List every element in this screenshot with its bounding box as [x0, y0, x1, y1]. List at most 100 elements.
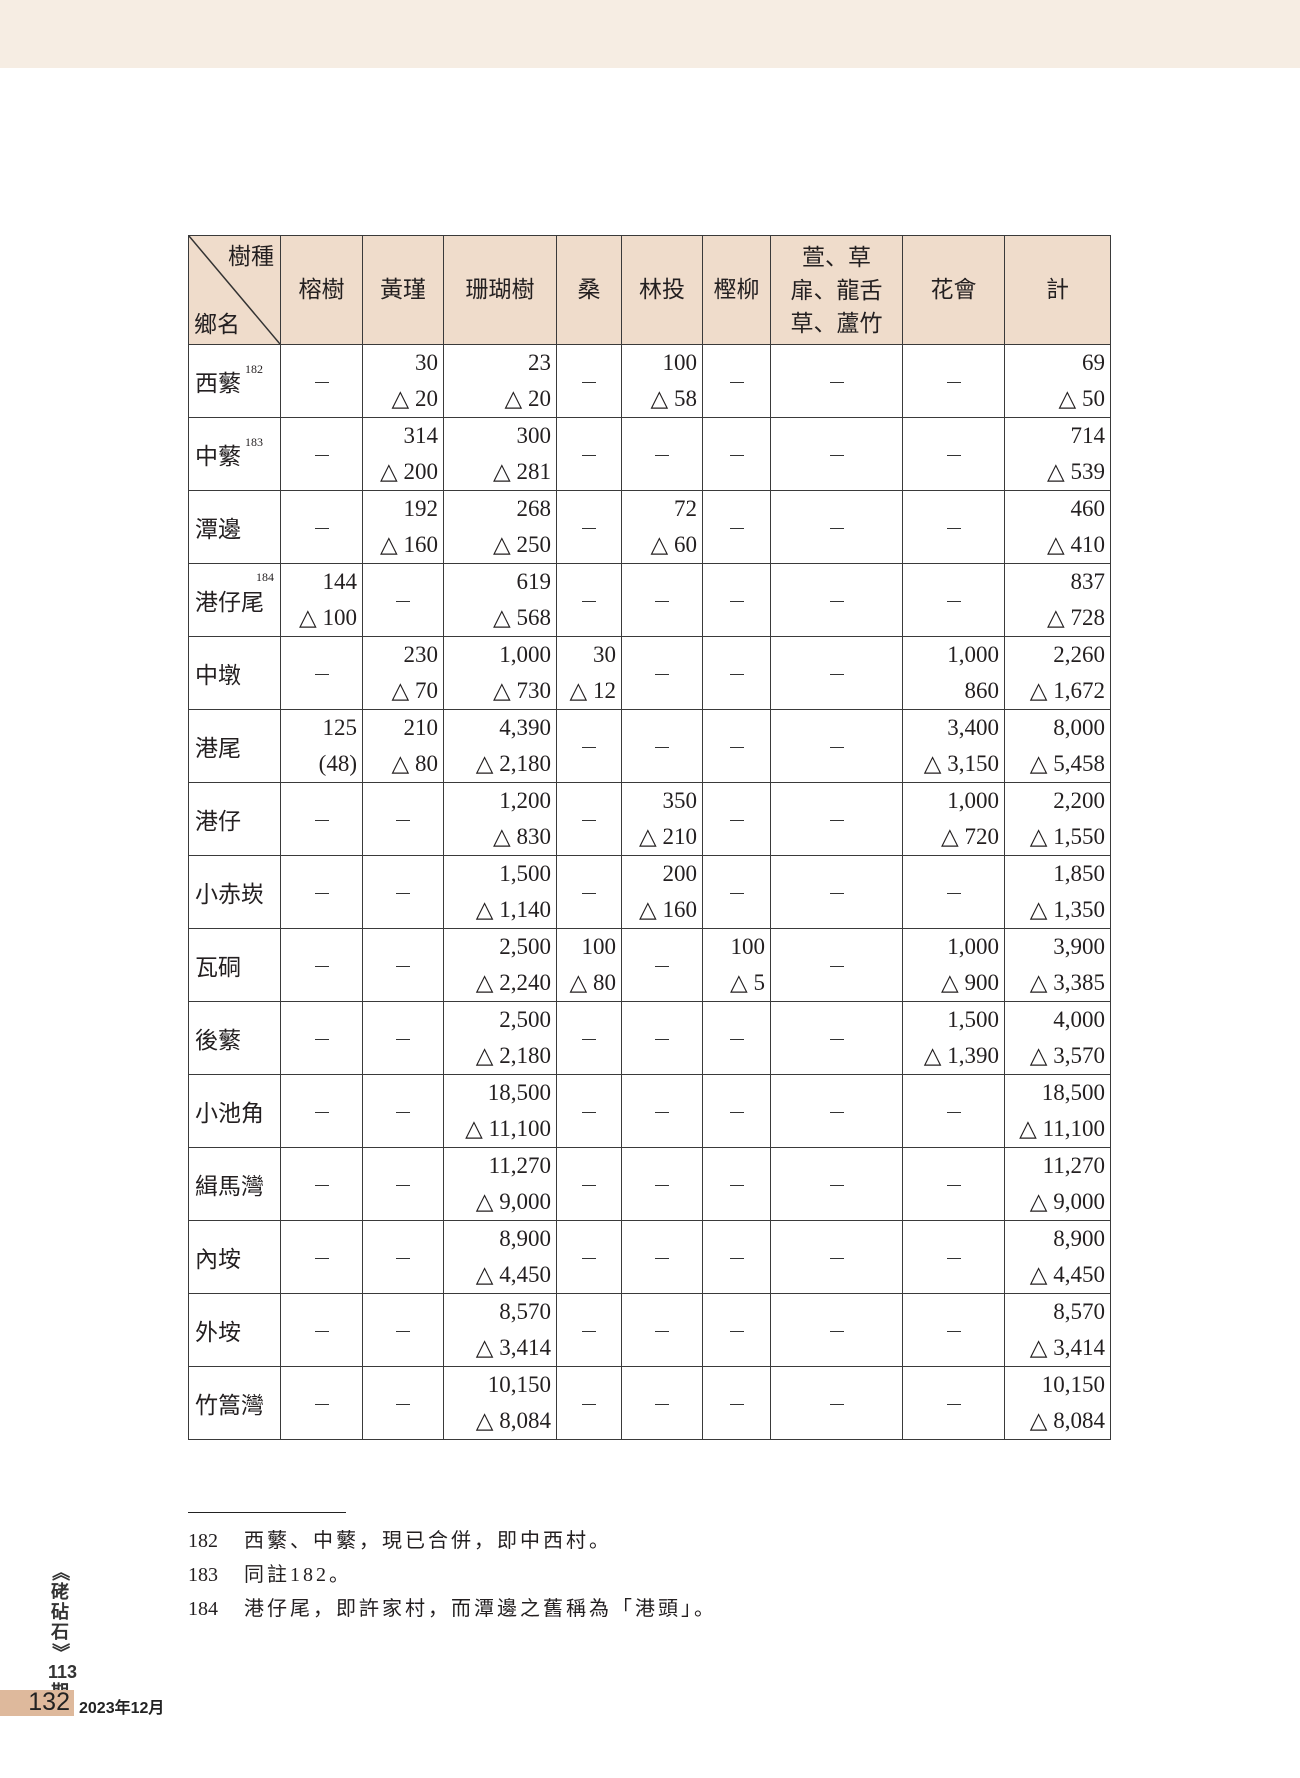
journal-title-char: 石 [51, 1622, 69, 1642]
dash-mark [582, 528, 596, 530]
diagonal-divider [189, 236, 280, 344]
dash-mark [729, 1185, 744, 1187]
planted-count: 210 [403, 715, 439, 740]
value-cell: 30 △ 20 [362, 344, 444, 418]
surviving-count: △ 730 [493, 678, 551, 703]
village-name-cell: 緝馬灣 [188, 1147, 281, 1221]
planted-count: 619 [516, 569, 552, 594]
planted-count: 714 [1070, 423, 1106, 448]
value-cell: 837 △ 728 [1004, 563, 1111, 637]
dash-mark [655, 1039, 669, 1041]
column-header: 珊瑚樹 [443, 235, 557, 345]
value-cell: 18,500 △ 11,100 [1004, 1074, 1111, 1148]
planted-count: 1,000 [947, 788, 999, 813]
village-name: 小池角 [195, 1101, 264, 1126]
dash-mark [396, 966, 410, 968]
column-header-label: 樫柳 [713, 277, 760, 302]
surviving-count: △ 9,000 [1029, 1189, 1105, 1214]
empty-cell [621, 928, 703, 1002]
empty-cell [702, 563, 771, 637]
empty-cell [902, 563, 1005, 637]
corner-top-label: 樹種 [228, 244, 274, 269]
empty-cell [702, 1366, 771, 1440]
surviving-count: △ 80 [569, 970, 616, 995]
issue-date: 2023年12月 [79, 1700, 165, 1717]
village-name-cell: 中墩 [188, 636, 281, 710]
surviving-count: △ 3,150 [923, 751, 999, 776]
table-row: 緝馬灣 11,270 △ 9,000 11,270 △ 9,000 [188, 1147, 1111, 1221]
village-name: 竹篙灣 [195, 1393, 264, 1418]
table-row: 港仔 1,200 △ 830 350 △ 210 1,000 △ 720 2,200 △ 1,5… [188, 782, 1111, 856]
table-row: 港仔尾 184 144 △ 100 619 △ 568 837 △ 728 [188, 563, 1111, 637]
empty-cell [362, 1147, 444, 1221]
dash-mark [582, 601, 596, 603]
dash-mark [829, 1331, 844, 1333]
empty-cell [362, 1074, 444, 1148]
surviving-count: △ 4,450 [1029, 1262, 1105, 1287]
planted-count: 4,000 [1053, 1007, 1105, 1032]
column-header: 桑 [556, 235, 622, 345]
surviving-count: △ 830 [493, 824, 551, 849]
footnote-text: 港仔尾，即許家村，而潭邊之舊稱為「港頭」。 [244, 1598, 717, 1620]
dash-mark [655, 1112, 669, 1114]
planted-count: 100 [581, 934, 617, 959]
empty-cell [280, 417, 363, 491]
tree-planting-table: 樹種 鄉名 榕樹 黃瑾 珊瑚樹 桑 林投 樫柳 萱、草扉、龍舌草、蘆竹 花會 計 西蘩 182 30… [188, 235, 1111, 1440]
empty-cell [280, 1220, 363, 1294]
dash-mark [314, 1112, 329, 1114]
dash-mark [829, 820, 844, 822]
empty-cell [902, 1366, 1005, 1440]
dash-mark [729, 674, 744, 676]
journal-title-char: 》 [50, 1643, 70, 1661]
table-row: 中蘩 183 314 △ 200 300 △ 281 714 △ 539 [188, 417, 1111, 491]
empty-cell [770, 1220, 903, 1294]
footnote-ref: 184 [256, 570, 274, 584]
dash-mark [729, 1331, 744, 1333]
empty-cell [280, 855, 363, 929]
value-cell: 350 △ 210 [621, 782, 703, 856]
empty-cell [702, 855, 771, 929]
surviving-count: △ 281 [493, 459, 551, 484]
village-name: 小赤崁 [195, 882, 264, 907]
value-cell: 1,500 △ 1,140 [443, 855, 557, 929]
table-row: 外垵 8,570 △ 3,414 8,570 △ 3,414 [188, 1293, 1111, 1367]
dash-mark [946, 1404, 961, 1406]
table-row: 後蘩 2,500 △ 2,180 1,500 △ 1,390 4,000 △ 3,570 [188, 1001, 1111, 1075]
surviving-count: △ 160 [380, 532, 438, 557]
footnote-number: 183 [188, 1564, 218, 1586]
column-header: 林投 [621, 235, 703, 345]
planted-count: 23 [528, 350, 551, 375]
dash-mark [582, 1112, 596, 1114]
surviving-count: △ 20 [391, 386, 438, 411]
empty-cell [702, 344, 771, 418]
village-name: 瓦硐 [195, 955, 241, 980]
empty-cell [556, 782, 622, 856]
column-header: 樫柳 [702, 235, 771, 345]
empty-cell [556, 563, 622, 637]
top-banner [0, 0, 1300, 68]
empty-cell [902, 1220, 1005, 1294]
empty-cell [621, 1293, 703, 1367]
column-header-label: 計 [1046, 277, 1069, 302]
empty-cell [621, 1001, 703, 1075]
village-name-cell: 港仔尾 184 [188, 563, 281, 637]
empty-cell [556, 1366, 622, 1440]
village-name-cell: 潭邊 [188, 490, 281, 564]
village-name: 港仔尾 [195, 590, 264, 615]
planted-count: 125 [322, 715, 358, 740]
dash-mark [314, 820, 329, 822]
dash-mark [946, 382, 961, 384]
dash-mark [829, 601, 844, 603]
column-header-label: 珊瑚樹 [465, 277, 535, 302]
planted-count: 2,200 [1053, 788, 1105, 813]
value-cell: 10,150 △ 8,084 [1004, 1366, 1111, 1440]
empty-cell [902, 1074, 1005, 1148]
planted-count: 200 [662, 861, 698, 886]
village-name: 內垵 [195, 1247, 241, 1272]
dash-mark [655, 455, 669, 457]
empty-cell [702, 1147, 771, 1221]
dash-mark [729, 1404, 744, 1406]
value-cell: 8,900 △ 4,450 [443, 1220, 557, 1294]
column-header-label: 桑 [577, 277, 601, 302]
column-header-label: 林投 [639, 277, 685, 302]
